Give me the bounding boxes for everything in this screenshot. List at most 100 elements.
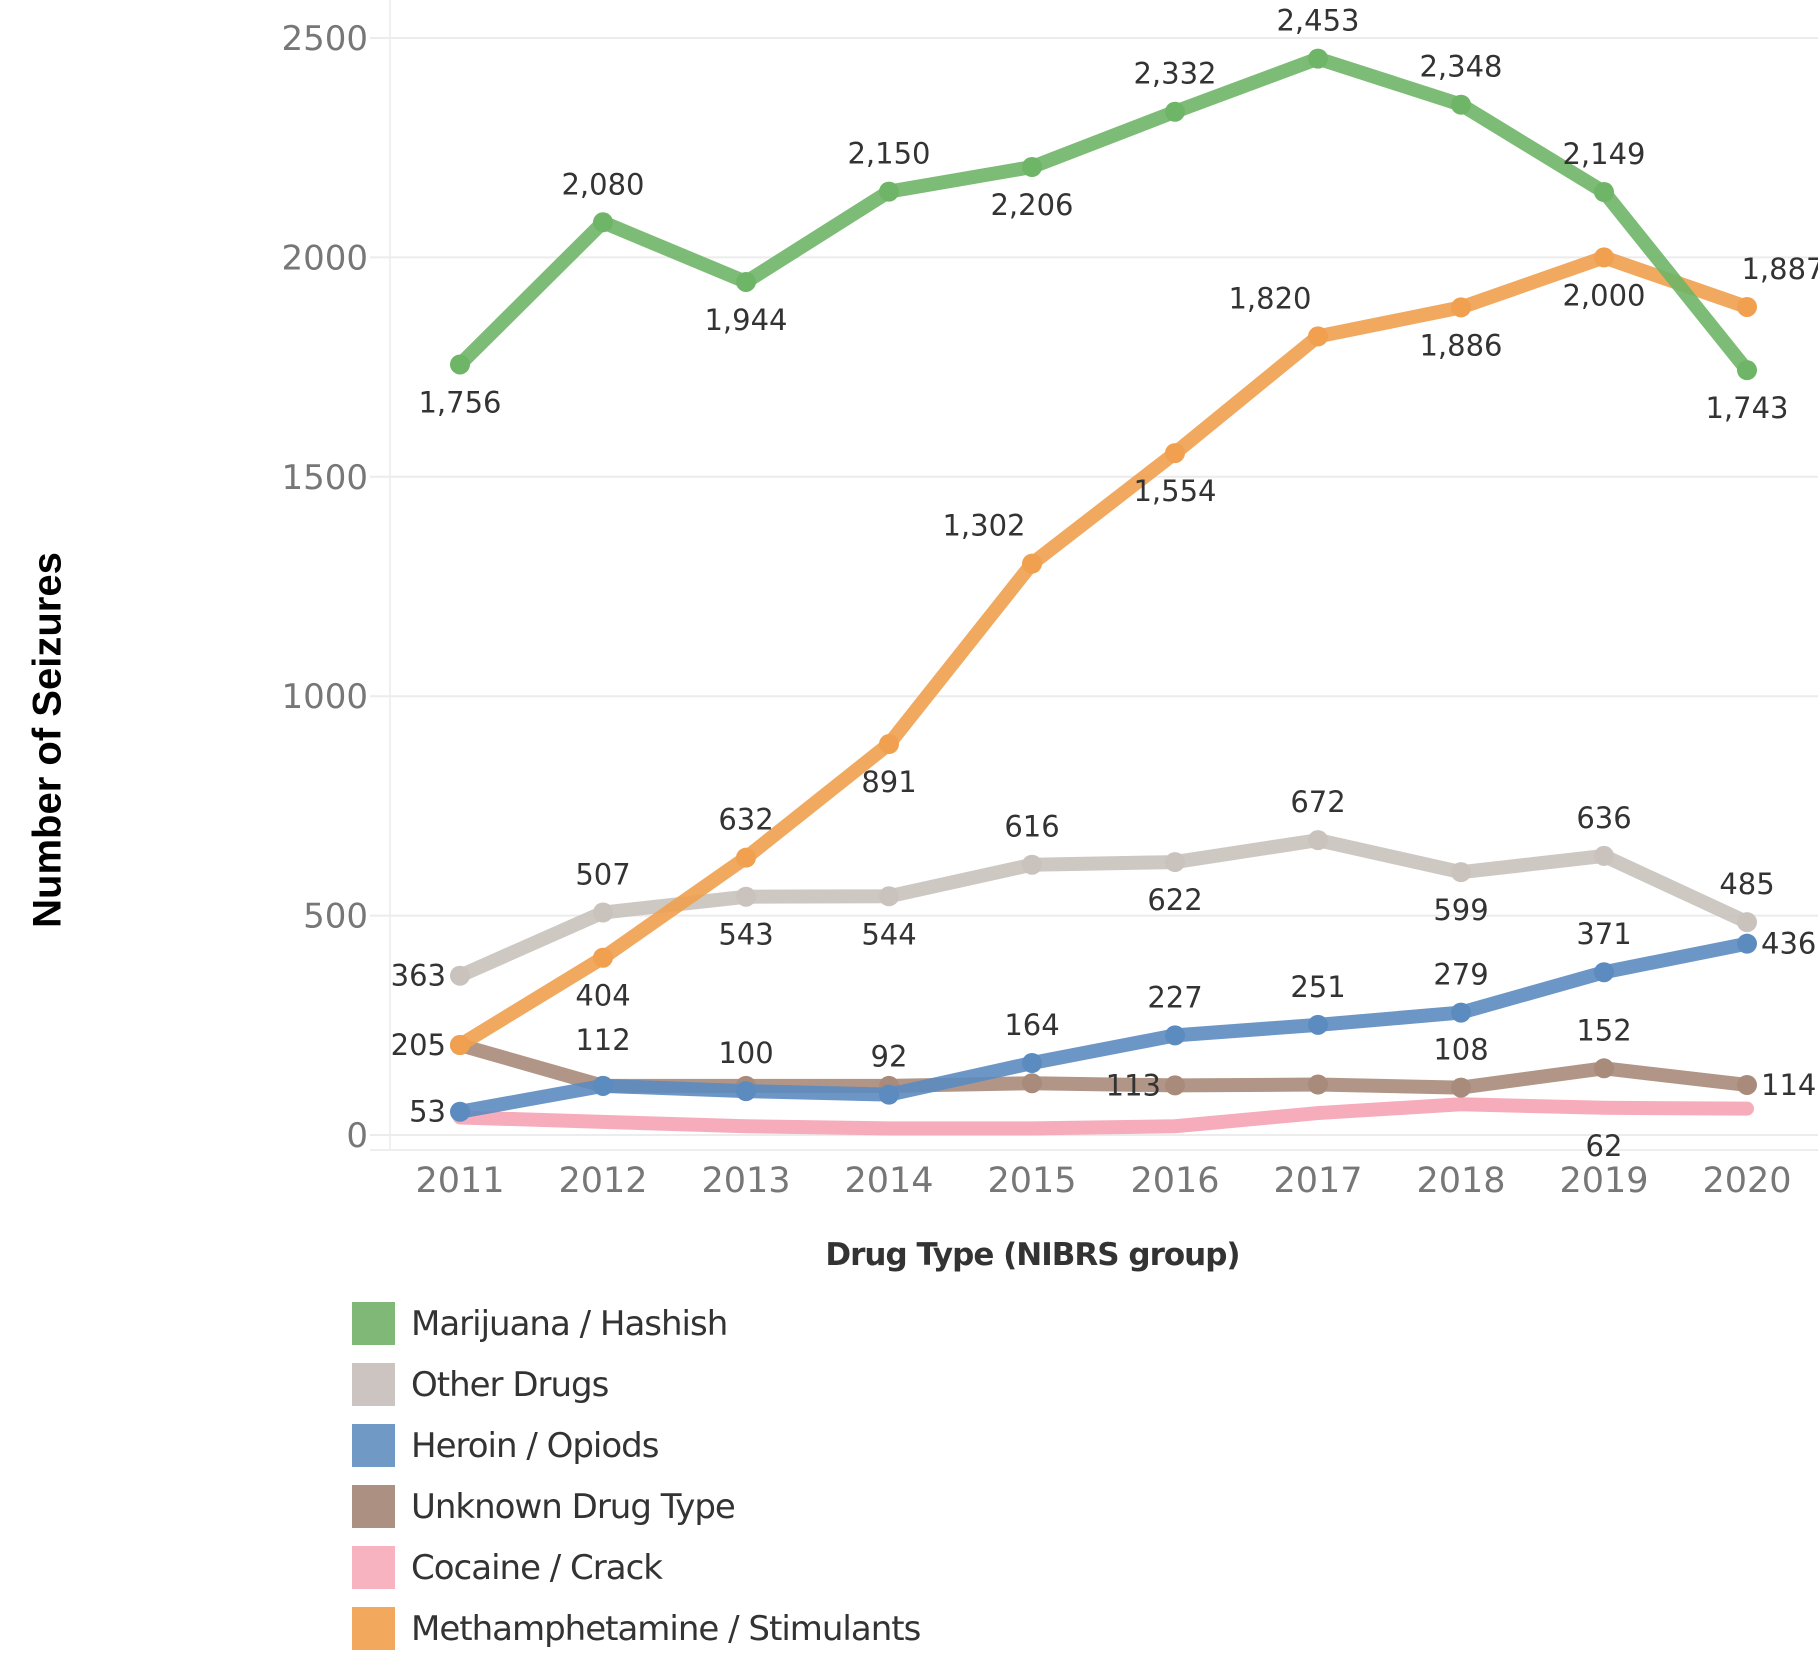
data-label: 632 (718, 803, 773, 837)
data-point (1022, 553, 1042, 574)
y-tick-label: 500 (303, 897, 368, 937)
data-point (879, 886, 899, 907)
data-label: 404 (575, 979, 630, 1013)
data-label: 485 (1719, 867, 1774, 901)
legend-swatch (352, 1424, 395, 1467)
data-point (1165, 852, 1185, 873)
data-point (1737, 1074, 1757, 1095)
data-point (1594, 182, 1614, 203)
y-axis-ticks: 0 500 1000 1500 2000 2500 (281, 19, 368, 1156)
data-label: 114 (1761, 1068, 1816, 1102)
data-point (593, 902, 613, 923)
data-label: 1,887 (1741, 252, 1818, 286)
data-point (879, 734, 899, 755)
data-point (450, 1101, 470, 1122)
data-label: 543 (718, 918, 773, 952)
data-label: 152 (1576, 1013, 1631, 1047)
series-heroin-opiods (450, 933, 1757, 1122)
data-point (1451, 94, 1471, 115)
data-point (879, 181, 899, 202)
data-label: 2,348 (1419, 50, 1502, 84)
series-lines (450, 48, 1757, 1136)
data-point (1022, 854, 1042, 875)
legend-item-cocaine[interactable]: Cocaine / Crack (352, 1537, 920, 1598)
legend-label: Methamphetamine / Stimulants (411, 1608, 921, 1649)
y-tick-label: 0 (346, 1116, 368, 1156)
data-point (450, 965, 470, 986)
data-label: 112 (575, 1023, 630, 1057)
legend: Marijuana / Hashish Other Drugs Heroin /… (352, 1293, 921, 1659)
data-label: 1,886 (1419, 328, 1502, 362)
legend-item-heroin[interactable]: Heroin / Opiods (352, 1415, 920, 1476)
legend-label: Unknown Drug Type (411, 1486, 736, 1527)
legend-swatch (352, 1485, 395, 1528)
data-point (450, 354, 470, 375)
legend-swatch (352, 1302, 395, 1345)
legend-item-other-drugs[interactable]: Other Drugs (352, 1354, 920, 1415)
data-point (1165, 443, 1185, 464)
data-point (879, 1084, 899, 1105)
legend-item-marijuana[interactable]: Marijuana / Hashish (352, 1293, 920, 1354)
data-label: 636 (1576, 801, 1631, 835)
data-label: 164 (1004, 1008, 1059, 1042)
x-tick-label: 2017 (1273, 1161, 1362, 1201)
data-point (1165, 1025, 1185, 1046)
data-label: 2,206 (990, 188, 1073, 222)
data-point (1022, 157, 1042, 178)
data-label: 363 (391, 959, 446, 993)
data-labels: 1,756 2,080 1,944 2,150 2,206 2,332 2,453 2,348… (391, 4, 1818, 1163)
data-point (1594, 845, 1614, 866)
data-label: 2,150 (847, 137, 930, 171)
data-point (1308, 1074, 1328, 1095)
data-label: 1,554 (1133, 474, 1216, 508)
series-line (453, 1097, 1754, 1136)
y-axis-title: Number of Seizures (25, 552, 70, 928)
data-point (593, 947, 613, 968)
data-label: 279 (1433, 958, 1488, 992)
x-tick-label: 2015 (987, 1161, 1076, 1201)
legend-swatch (352, 1363, 395, 1406)
data-label: 371 (1576, 917, 1631, 951)
data-point (1308, 48, 1328, 69)
x-tick-label: 2016 (1130, 1161, 1219, 1201)
data-label: 205 (391, 1028, 446, 1062)
y-tick-label: 2500 (281, 19, 368, 59)
data-label: 599 (1433, 893, 1488, 927)
series-marijuana-hashish (450, 48, 1757, 381)
series-line (453, 51, 1754, 378)
data-label: 544 (861, 917, 916, 951)
x-tick-label: 2014 (844, 1161, 933, 1201)
data-point (1737, 912, 1757, 933)
data-point (593, 212, 613, 233)
data-label: 62 (1586, 1129, 1623, 1163)
legend-label: Heroin / Opiods (411, 1425, 659, 1466)
series-cocaine-crack (453, 1097, 1754, 1136)
data-label: 100 (718, 1036, 773, 1070)
series-line (453, 250, 1754, 1053)
legend-swatch (352, 1607, 395, 1650)
data-point (1737, 360, 1757, 381)
series-other-drugs (450, 830, 1757, 986)
legend-swatch (352, 1546, 395, 1589)
legend-item-unknown[interactable]: Unknown Drug Type (352, 1476, 920, 1537)
data-label: 1,756 (418, 385, 501, 419)
legend-item-methamphetamine[interactable]: Methamphetamine / Stimulants (352, 1598, 921, 1659)
y-axis-title-wrap: Number of Seizures (18, 0, 78, 1641)
data-point (1165, 101, 1185, 122)
series-line (453, 936, 1754, 1119)
x-tick-label: 2013 (701, 1161, 790, 1201)
data-point (736, 847, 756, 868)
x-tick-label: 2012 (558, 1161, 647, 1201)
data-point (1451, 1002, 1471, 1023)
data-point (1022, 1073, 1042, 1094)
data-point (736, 886, 756, 907)
data-label: 108 (1433, 1033, 1488, 1067)
x-axis-ticks: 2011 2012 2013 2014 2015 2016 2017 2018 2019 2020 (415, 1161, 1791, 1201)
data-label: 2,080 (561, 167, 644, 201)
data-label: 113 (1106, 1068, 1161, 1102)
data-label: 622 (1147, 883, 1202, 917)
x-tick-label: 2020 (1702, 1161, 1791, 1201)
data-point (1022, 1053, 1042, 1074)
x-axis-title: Drug Type (NIBRS group) (825, 1237, 1240, 1273)
